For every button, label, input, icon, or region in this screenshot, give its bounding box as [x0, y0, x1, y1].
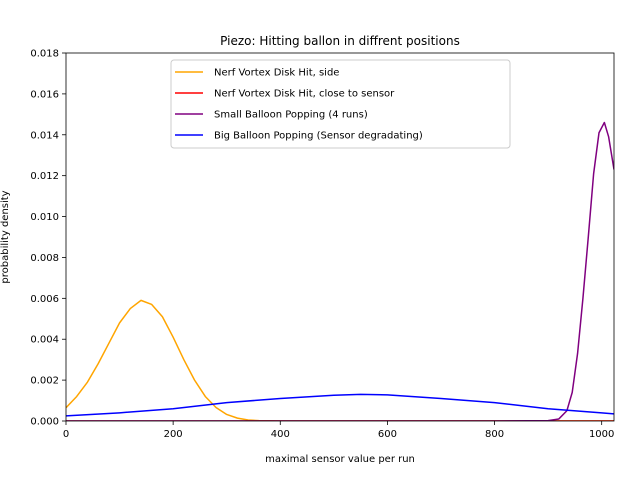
series-line-4 — [66, 393, 614, 417]
y-tick-label: 0.002 — [30, 376, 59, 387]
x-tick-label: 200 — [164, 429, 183, 440]
y-tick-label: 0.012 — [30, 171, 59, 182]
legend-label-3: Small Balloon Popping (4 runs) — [214, 110, 368, 121]
series-line-1 — [66, 299, 614, 421]
y-axis-label: probability density — [0, 190, 11, 283]
x-tick-label: 1000 — [589, 429, 614, 440]
legend: Nerf Vortex Disk Hit, side Nerf Vortex Di… — [170, 59, 511, 149]
y-tick-label: 0.010 — [30, 212, 59, 223]
plot-area — [65, 52, 615, 422]
x-axis-label: maximal sensor value per run — [265, 454, 415, 465]
y-tick-label: 0.006 — [30, 294, 59, 305]
x-tick-label: 400 — [271, 429, 290, 440]
y-tick-label: 0.004 — [30, 335, 59, 346]
legend-label-1: Nerf Vortex Disk Hit, side — [214, 68, 339, 79]
series-line-3 — [66, 121, 614, 421]
x-tick-label: 0 — [63, 429, 69, 440]
y-axis: 0.000 0.002 0.004 0.006 0.008 0.010 0.012 0.014… — [30, 49, 66, 428]
legend-label-2: Nerf Vortex Disk Hit, close to sensor — [214, 89, 395, 100]
x-axis: 0 200 400 600 800 1000 — [63, 421, 614, 440]
x-tick-label: 600 — [378, 429, 397, 440]
legend-box — [170, 59, 511, 149]
y-tick-label: 0.016 — [30, 89, 59, 100]
x-tick-label: 800 — [485, 429, 504, 440]
plot-frame — [65, 52, 615, 422]
y-tick-label: 0.014 — [30, 130, 59, 141]
legend-label-4: Big Balloon Popping (Sensor degradating) — [214, 131, 423, 142]
y-tick-label: 0.008 — [30, 253, 59, 264]
y-tick-label: 0.000 — [30, 417, 59, 428]
chart-title: Piezo: Hitting ballon in diffrent positi… — [220, 34, 460, 48]
y-tick-label: 0.018 — [30, 49, 59, 60]
